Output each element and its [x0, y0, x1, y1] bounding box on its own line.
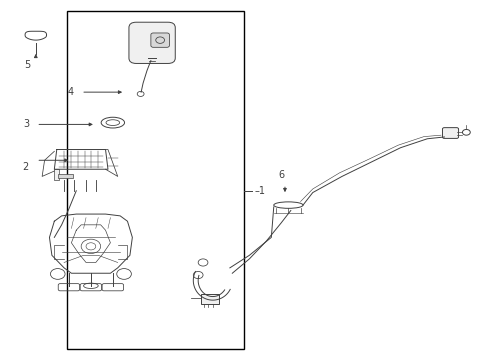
Text: 2: 2	[22, 162, 29, 172]
Text: 3: 3	[23, 120, 29, 129]
FancyBboxPatch shape	[442, 128, 458, 138]
Bar	[58, 174, 73, 178]
FancyBboxPatch shape	[151, 33, 169, 47]
Text: 5: 5	[24, 60, 31, 70]
Bar	[200, 294, 219, 304]
Text: 6: 6	[278, 170, 284, 180]
Text: 4: 4	[67, 87, 74, 97]
Bar	[66, 12, 244, 348]
FancyBboxPatch shape	[129, 22, 175, 63]
Polygon shape	[54, 169, 59, 180]
Text: –1: –1	[254, 186, 264, 196]
